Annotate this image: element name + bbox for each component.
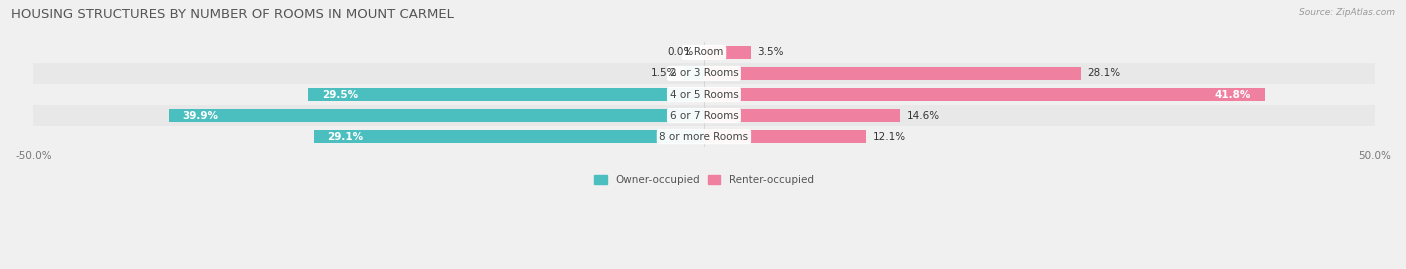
Bar bbox=[308, 88, 704, 101]
Text: 0.0%: 0.0% bbox=[666, 47, 693, 57]
Text: 3.5%: 3.5% bbox=[758, 47, 785, 57]
Bar bbox=[683, 67, 704, 80]
Text: Source: ZipAtlas.com: Source: ZipAtlas.com bbox=[1299, 8, 1395, 17]
Text: 1.5%: 1.5% bbox=[651, 69, 678, 79]
Bar bbox=[314, 130, 704, 143]
Text: 29.1%: 29.1% bbox=[328, 132, 363, 142]
Bar bbox=[34, 42, 1375, 63]
Text: 2 or 3 Rooms: 2 or 3 Rooms bbox=[669, 69, 738, 79]
Text: HOUSING STRUCTURES BY NUMBER OF ROOMS IN MOUNT CARMEL: HOUSING STRUCTURES BY NUMBER OF ROOMS IN… bbox=[11, 8, 454, 21]
Text: 41.8%: 41.8% bbox=[1215, 90, 1251, 100]
Bar bbox=[704, 46, 751, 59]
Text: 4 or 5 Rooms: 4 or 5 Rooms bbox=[669, 90, 738, 100]
Bar bbox=[704, 109, 900, 122]
Text: 29.5%: 29.5% bbox=[322, 90, 357, 100]
Bar bbox=[34, 105, 1375, 126]
Legend: Owner-occupied, Renter-occupied: Owner-occupied, Renter-occupied bbox=[591, 171, 818, 189]
Bar bbox=[34, 84, 1375, 105]
Text: 6 or 7 Rooms: 6 or 7 Rooms bbox=[669, 111, 738, 121]
Text: 28.1%: 28.1% bbox=[1087, 69, 1121, 79]
Bar bbox=[704, 88, 1264, 101]
Bar bbox=[34, 63, 1375, 84]
Text: 1 Room: 1 Room bbox=[685, 47, 724, 57]
Bar bbox=[169, 109, 704, 122]
Bar bbox=[34, 126, 1375, 147]
Text: 39.9%: 39.9% bbox=[183, 111, 218, 121]
Text: 8 or more Rooms: 8 or more Rooms bbox=[659, 132, 748, 142]
Bar bbox=[704, 130, 866, 143]
Bar bbox=[704, 67, 1081, 80]
Text: 12.1%: 12.1% bbox=[873, 132, 905, 142]
Text: 14.6%: 14.6% bbox=[907, 111, 939, 121]
